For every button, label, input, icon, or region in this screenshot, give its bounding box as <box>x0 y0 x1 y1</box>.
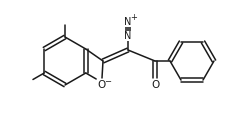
Text: O: O <box>151 80 159 90</box>
Text: +: + <box>130 14 137 22</box>
Text: O: O <box>97 80 105 90</box>
Text: N: N <box>124 17 132 27</box>
Text: −: − <box>104 77 111 86</box>
Text: N: N <box>124 31 132 41</box>
